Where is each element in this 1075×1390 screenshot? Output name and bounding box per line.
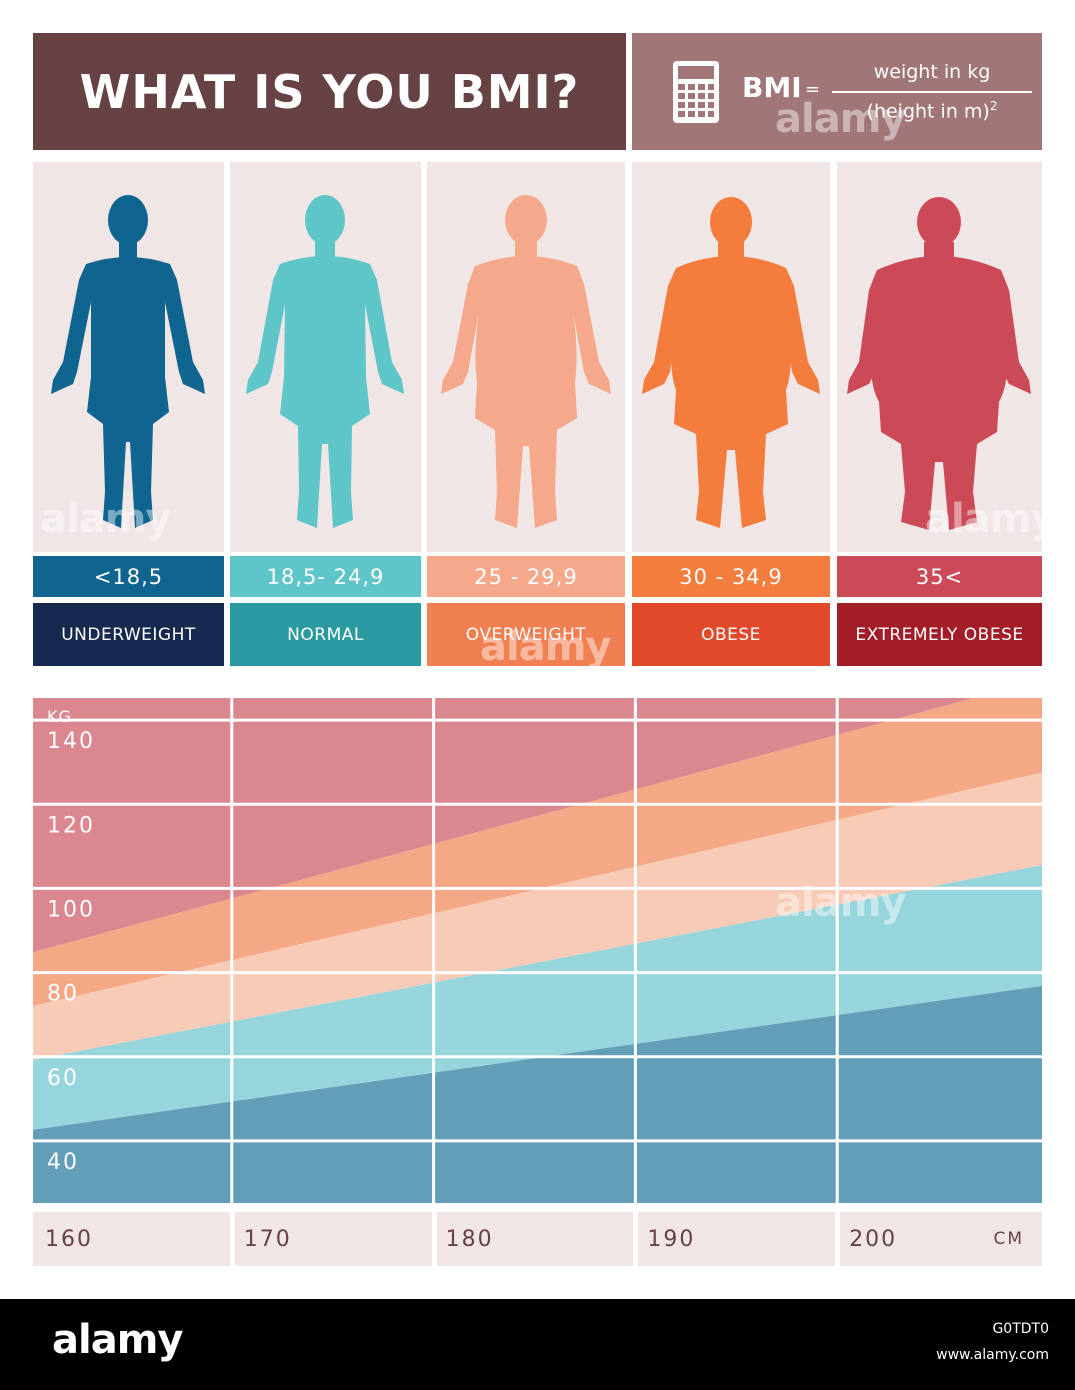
y-tick-label: 140	[47, 729, 95, 754]
x-axis: 160 170 180 190 200 CM	[33, 1212, 1042, 1266]
bmi-band-1	[33, 865, 1042, 1130]
range-extremely-obese: 35<	[837, 556, 1042, 597]
x-axis-separator	[633, 1212, 639, 1266]
bmi-band-4	[33, 698, 1042, 953]
figure-panel-underweight	[33, 162, 224, 552]
watermark-4: alamy	[925, 496, 1056, 542]
y-tick-label: 80	[47, 982, 79, 1007]
denominator-text: (height in m)	[866, 100, 990, 123]
bmi-band-3	[33, 698, 1042, 1007]
category-underweight: UNDERWEIGHT	[33, 603, 224, 666]
watermark-3: alamy	[480, 624, 611, 670]
x-tick-label: 170	[243, 1226, 292, 1252]
bmi-chart-svg: KG 140 120 100 80 60 40	[33, 698, 1042, 1203]
bmi-band-2	[33, 772, 1042, 1060]
watermark-2: alamy	[40, 496, 171, 542]
watermark-1: alamy	[775, 96, 906, 142]
x-axis-separator	[229, 1212, 235, 1266]
y-tick-label: 100	[47, 897, 95, 922]
figure-panel-obese	[632, 162, 830, 552]
footer-url: www.alamy.com	[936, 1347, 1049, 1363]
y-tick-label: 40	[47, 1150, 79, 1175]
x-axis-separator	[835, 1212, 841, 1266]
title-banner: WHAT IS YOU BMI?	[33, 33, 626, 150]
image-id: G0TDT0	[992, 1321, 1049, 1337]
x-tick-label: 190	[647, 1226, 696, 1252]
formula-panel: BMI = weight in kg (height in m)2	[632, 33, 1042, 150]
body-silhouette-overweight	[441, 195, 611, 528]
formula-numerator: weight in kg	[873, 61, 991, 83]
bmi-chart: KG 140 120 100 80 60 40	[33, 698, 1042, 1203]
category-extremely-obese: EXTREMELY OBESE	[837, 603, 1042, 666]
x-axis-unit: CM	[993, 1229, 1024, 1249]
range-normal: 18,5- 24,9	[230, 556, 421, 597]
formula-equals: =	[805, 79, 821, 100]
range-obese: 30 - 34,9	[632, 556, 830, 597]
x-tick-label: 180	[445, 1226, 494, 1252]
formula-bmi-label: BMI	[742, 71, 802, 104]
watermark-5: alamy	[775, 880, 906, 926]
x-tick-label: 200	[849, 1226, 898, 1252]
x-axis-separator	[431, 1212, 437, 1266]
y-tick-label: 60	[47, 1066, 79, 1091]
body-silhouette-underweight	[51, 195, 205, 528]
alamy-logo: alamy	[52, 1317, 183, 1363]
fraction-line	[832, 91, 1032, 93]
y-axis-unit: KG	[47, 707, 72, 726]
page-title: WHAT IS YOU BMI?	[79, 64, 580, 119]
range-overweight: 25 - 29,9	[427, 556, 625, 597]
body-silhouette-obese	[642, 197, 820, 528]
footer-bar: alamy G0TDT0 www.alamy.com	[0, 1299, 1075, 1390]
denominator-exponent: 2	[989, 99, 998, 113]
formula-denominator: (height in m)2	[832, 99, 1032, 122]
figure-panel-overweight	[427, 162, 625, 552]
bmi-band-0	[33, 985, 1042, 1203]
y-tick-label: 120	[47, 813, 95, 838]
body-silhouette-normal	[246, 195, 404, 528]
category-obese: OBESE	[632, 603, 830, 666]
calculator-icon	[673, 61, 719, 123]
x-tick-label: 160	[45, 1226, 93, 1252]
figure-panel-normal	[230, 162, 421, 552]
category-normal: NORMAL	[230, 603, 421, 666]
category-overweight: OVERWEIGHT	[427, 603, 625, 666]
body-silhouette-extremely-obese	[847, 197, 1031, 530]
figure-panel-extremely-obese	[837, 162, 1042, 552]
range-underweight: <18,5	[33, 556, 224, 597]
